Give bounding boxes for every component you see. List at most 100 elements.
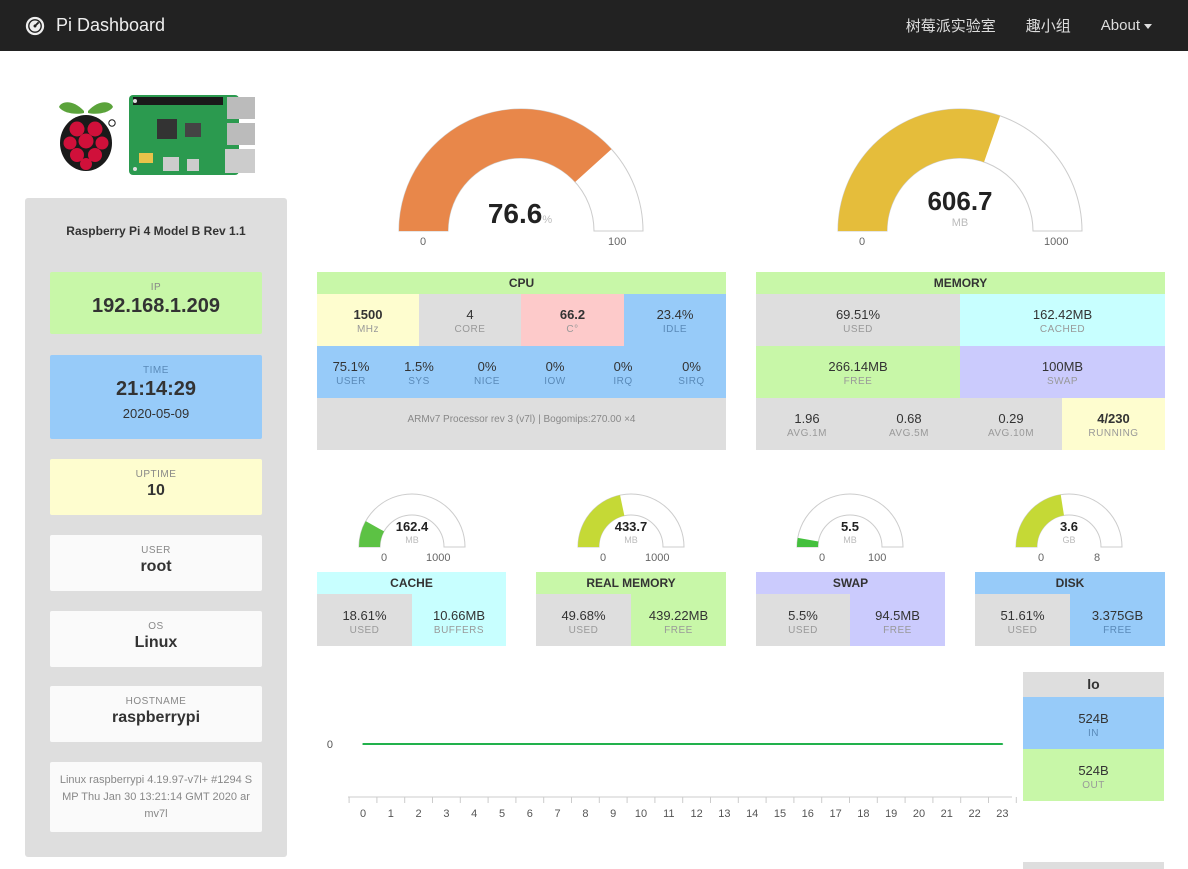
- swap-gauge-value: 5.5: [840, 519, 860, 534]
- load-value: 0.68: [896, 411, 922, 426]
- device-info-panel: Raspberry Pi 4 Model B Rev 1.1 IP 192.16…: [25, 198, 287, 857]
- series-point: [584, 743, 587, 745]
- y-tick-label: 0: [327, 739, 333, 751]
- cpu-gauge-fill: [399, 109, 612, 231]
- load-label: AVG.10M: [987, 428, 1035, 439]
- nav-link-about[interactable]: About: [1101, 17, 1152, 34]
- user-label: USER: [141, 545, 171, 556]
- cpu-stat-label: NICE: [474, 376, 500, 387]
- cpu-stat-user: 75.1% USER: [317, 359, 385, 387]
- nav-link-group[interactable]: 趣小组: [1025, 18, 1071, 35]
- disk-free-label: FREE: [1103, 625, 1132, 636]
- load-avg-1m: 1.96 AVG.1M: [756, 411, 858, 439]
- nav-link-pi-lab[interactable]: 树莓派实验室: [905, 18, 996, 35]
- next-interface-header: [1023, 862, 1164, 869]
- about-label: About: [1100, 17, 1140, 34]
- running-unit: RUNNING: [1088, 428, 1139, 439]
- cpu-gauge-value: 76.6%: [470, 198, 570, 230]
- hostname-box: HOSTNAME raspberrypi: [50, 686, 262, 742]
- series-point: [445, 743, 448, 745]
- disk-used: 51.61%: [1000, 608, 1045, 623]
- disk-gauge-unit: GB: [1062, 535, 1076, 545]
- disk-gauge-min: 0: [1038, 552, 1045, 564]
- swap-used-label: USED: [788, 625, 818, 636]
- memory-gauge-value: 606.7: [927, 186, 993, 216]
- cpu-stat-value: 0%: [477, 359, 497, 374]
- memory-cached-unit: CACHED: [1039, 324, 1086, 335]
- load-avg-10m: 0.29 AVG.10M: [960, 411, 1062, 439]
- cpu-temp-cell: 66.2 C°: [521, 294, 624, 346]
- x-tick-label: 5: [499, 808, 505, 820]
- series-point: [946, 743, 948, 745]
- device-model: Raspberry Pi 4 Model B Rev 1.1: [66, 224, 246, 238]
- memory-used: 69.51%: [835, 307, 881, 322]
- cpu-gauge: [398, 108, 644, 232]
- disk-gauge-value: 3.6: [1059, 519, 1079, 534]
- x-tick-label: 6: [527, 808, 533, 820]
- memory-cached-cell: 162.42MB CACHED: [960, 294, 1165, 346]
- disk-gauge: [1015, 493, 1123, 548]
- os-value: Linux: [134, 634, 178, 651]
- x-tick-label: 15: [774, 808, 786, 820]
- cpu-temp: 66.2: [559, 307, 586, 322]
- memory-gauge-fill: [838, 109, 1001, 231]
- x-tick-label: 14: [746, 808, 758, 820]
- real-memory-used: 49.68%: [561, 608, 606, 623]
- load-label: AVG.1M: [786, 428, 828, 439]
- cache-header: CACHE: [317, 572, 506, 594]
- real-memory-free: 439.22MB: [648, 608, 709, 623]
- series-point: [529, 743, 531, 745]
- memory-free: 266.14MB: [828, 359, 888, 374]
- memory-gauge-max: 1000: [1044, 236, 1069, 248]
- x-tick-label: 7: [555, 808, 561, 820]
- series-point: [556, 743, 559, 745]
- cpu-stat-label: USER: [336, 376, 366, 387]
- swap-header: SWAP: [756, 572, 945, 594]
- cpu-header: CPU: [317, 272, 726, 294]
- x-tick-label: 4: [471, 808, 477, 820]
- cpu-stat-value: 1.5%: [404, 359, 434, 374]
- cpu-stat-value: 0%: [545, 359, 565, 374]
- real-memory-gauge: [577, 493, 685, 548]
- cpu-freq: 1500: [353, 307, 383, 322]
- cpu-idle-cell: 23.4% IDLE: [624, 294, 726, 346]
- nav-links: 树莓派实验室 趣小组 About: [906, 0, 1152, 51]
- real-memory-used-cell: 49.68% USED: [536, 594, 631, 646]
- series-point: [390, 743, 392, 745]
- cpu-idle: 23.4%: [656, 307, 694, 322]
- cache-gauge-value: 162.4: [395, 519, 429, 534]
- brand[interactable]: Pi Dashboard: [24, 0, 165, 51]
- disk-free: 3.375GB: [1091, 608, 1144, 623]
- cpu-stat-sirq: 0% SIRQ: [657, 359, 726, 387]
- real-memory-header: REAL MEMORY: [536, 572, 726, 594]
- memory-gauge-unit: MB: [951, 217, 969, 229]
- series-point: [779, 743, 781, 745]
- uptime-value: 10: [147, 482, 165, 499]
- load-avg-row: 1.96 AVG.1M 0.68 AVG.5M 0.29 AVG.10M: [756, 398, 1062, 450]
- x-tick-label: 0: [360, 808, 366, 820]
- x-tick-label: 12: [690, 808, 702, 820]
- swap-gauge-track: [796, 493, 904, 548]
- series-point: [668, 743, 670, 745]
- memory-used-cell: 69.51% USED: [756, 294, 960, 346]
- cpu-gauge-number: 76.6: [487, 198, 543, 229]
- cache-gauge-fill: [359, 521, 385, 547]
- series-point: [751, 743, 753, 745]
- ip-label: IP: [150, 282, 162, 293]
- running-cell: 4/230 RUNNING: [1062, 398, 1165, 450]
- x-tick-label: 9: [610, 808, 616, 820]
- cpu-stat-label: SYS: [408, 376, 430, 387]
- memory-swap-unit: SWAP: [1046, 376, 1079, 387]
- disk-free-cell: 3.375GB FREE: [1070, 594, 1165, 646]
- cpu-stat-sys: 1.5% SYS: [385, 359, 453, 387]
- x-tick-label: 19: [885, 808, 897, 820]
- os-label: OS: [148, 621, 164, 632]
- swap-used: 5.5%: [788, 608, 818, 623]
- network-in-cell: 524B IN: [1023, 697, 1164, 749]
- series-point: [723, 743, 726, 745]
- disk-gauge-fill: [1016, 494, 1064, 547]
- raspberry-logo-icon: [59, 102, 116, 171]
- network-traffic-chart: 0 1 2 3 4 5 6 7 8 9 10 11 12 13 14 15 16 17 18 19 20 21 22 230: [327, 739, 1017, 820]
- ip-value: 192.168.1.209: [92, 295, 220, 317]
- cpu-cores-cell: 4 CORE: [419, 294, 521, 346]
